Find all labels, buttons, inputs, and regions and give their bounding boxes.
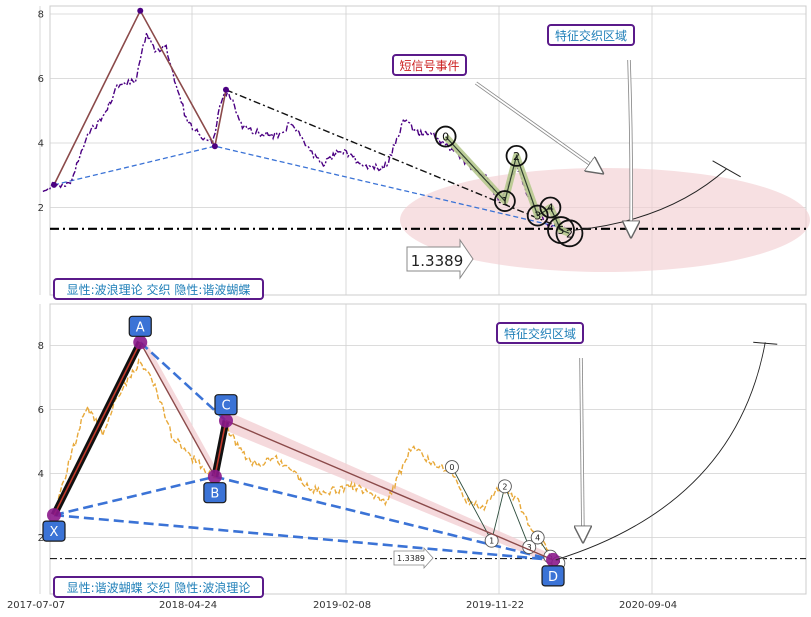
xtick-2: 2019-02-08	[313, 600, 371, 611]
top-wave-marker-2	[505, 144, 528, 167]
top-wave-marker-4	[539, 196, 562, 219]
bottom-harmonic-point-C	[218, 413, 233, 428]
top-wave-label-2: 2	[513, 150, 520, 163]
bottom-harmonic-box-A	[128, 315, 152, 337]
top-support-line	[53, 145, 559, 228]
top-wave-label-4: 4	[547, 202, 554, 215]
top-wave-label-3: 3	[534, 210, 541, 223]
bottom-feature-arrow	[581, 357, 583, 540]
top-wave-label-1: 1	[501, 195, 508, 208]
bottom-harmonic-point-A	[133, 335, 148, 350]
top-level-callout: 1.3389	[406, 238, 474, 280]
bottom-ytick-4: 4	[38, 469, 44, 480]
bottom-harmonic-label-A: A	[136, 320, 145, 335]
bottom-ab-band	[140, 342, 221, 477]
bottom-harmonic-label-B: B	[210, 487, 219, 502]
top-wave-point-3	[222, 86, 229, 93]
bottom-wave-label-2: 2	[502, 482, 507, 491]
top-wave-label-6: 2	[566, 227, 573, 240]
xtick-0: 2017-07-07	[7, 600, 65, 611]
bottom-ab-line	[139, 341, 216, 478]
bottom-harmonic-box-B	[203, 482, 227, 504]
top-wave-marker-6	[555, 219, 584, 248]
top-wave-point-2	[211, 143, 218, 150]
xtick-3: 2019-11-22	[466, 600, 524, 611]
top-wave-marker-1	[493, 190, 516, 212]
bottom-cd-band	[225, 410, 554, 565]
bottom-ytick-6: 6	[38, 405, 44, 416]
bottom-panel-frame	[49, 303, 807, 595]
bottom-level-callout: 1.3389	[393, 546, 434, 570]
bottom-wave-label-3: 3	[527, 543, 532, 552]
top-ytick-4: 4	[38, 139, 44, 150]
xtick-1: 2018-04-24	[159, 600, 217, 611]
top-target-cap	[712, 160, 741, 178]
top-feature-arrow	[629, 59, 631, 235]
bottom-price-series	[53, 357, 549, 551]
bottom-level-label: 1.3389	[397, 554, 425, 563]
top-wave-label-0: 0	[442, 131, 449, 144]
top-feature-label: 特征交织区域	[555, 28, 627, 43]
bottom-harmonic-box-C	[214, 394, 238, 416]
bottom-harmonic-box-D	[541, 565, 565, 587]
top-legend-box: 显性:波浪理论 交织 隐性:谐波蝴蝶	[53, 278, 264, 300]
bottom-legend-label: 显性:谐波蝴蝶 交织 隐性:波浪理论	[67, 580, 251, 595]
top-ytick-2: 2	[38, 203, 44, 214]
bottom-harmonic-point-D	[546, 552, 561, 567]
bottom-ac-dashed	[139, 341, 227, 422]
top-ytick-8: 8	[38, 10, 44, 21]
top-wave-point-1	[137, 7, 144, 14]
top-signal-label: 短信号事件	[399, 59, 459, 73]
top-wave-marker-0	[434, 125, 457, 148]
top-wave-point-0	[50, 181, 57, 188]
bottom-bc-bar-core	[214, 420, 227, 477]
top-signal-box: 短信号事件	[392, 54, 467, 76]
top-level-label: 1.3389	[411, 252, 464, 270]
xtick-4: 2020-09-04	[619, 600, 677, 611]
bottom-grid: 2 4 6 8 2017-07-07 2018-04-24 2019-02-08 2019-1…	[7, 304, 806, 611]
bottom-ytick-8: 8	[38, 341, 44, 352]
bottom-feature-label: 特征交织区域	[504, 326, 576, 341]
bottom-wave-label-4: 4	[535, 534, 540, 543]
top-legend-label: 显性:波浪理论 交织 隐性:谐波蝴蝶	[67, 282, 251, 297]
bottom-xa-bar-core	[53, 341, 141, 516]
bottom-ytick-2: 2	[38, 533, 44, 544]
bottom-legend-box: 显性:谐波蝴蝶 交织 隐性:波浪理论	[53, 576, 264, 598]
bottom-wave-marker-2	[497, 479, 512, 494]
bottom-target-arc	[555, 342, 766, 561]
bottom-wave-label-1: 1	[489, 537, 494, 546]
bottom-xd-dashed	[53, 513, 554, 562]
bottom-wave-label-0: 0	[449, 463, 454, 472]
bottom-harmonic-label-X: X	[50, 525, 59, 540]
top-wave-zigzag	[53, 9, 227, 186]
top-wave-count-line	[445, 136, 570, 234]
bottom-wave-marker-4	[530, 530, 545, 545]
bottom-wave-marker-0	[445, 460, 459, 475]
bottom-harmonic-label-C: C	[221, 399, 230, 414]
top-trend-line	[225, 89, 568, 231]
bottom-harmonic-box-X	[42, 520, 66, 542]
top-signal-arrow	[475, 82, 601, 172]
bottom-harmonic-label-D: D	[548, 570, 558, 585]
bottom-panel: 0123452XABCD	[42, 315, 806, 587]
top-feature-box: 特征交织区域	[547, 24, 635, 46]
bottom-harmonic-point-B	[207, 469, 222, 484]
top-ytick-6: 6	[38, 74, 44, 85]
top-wave-label-5: 5	[557, 224, 564, 237]
bottom-target-cap	[753, 341, 778, 345]
top-target-arc	[574, 168, 727, 231]
bottom-cd-line	[225, 420, 554, 561]
top-wave-marker-3	[526, 204, 549, 227]
bottom-feature-box: 特征交织区域	[496, 322, 584, 344]
bottom-harmonic-point-X	[46, 508, 61, 523]
